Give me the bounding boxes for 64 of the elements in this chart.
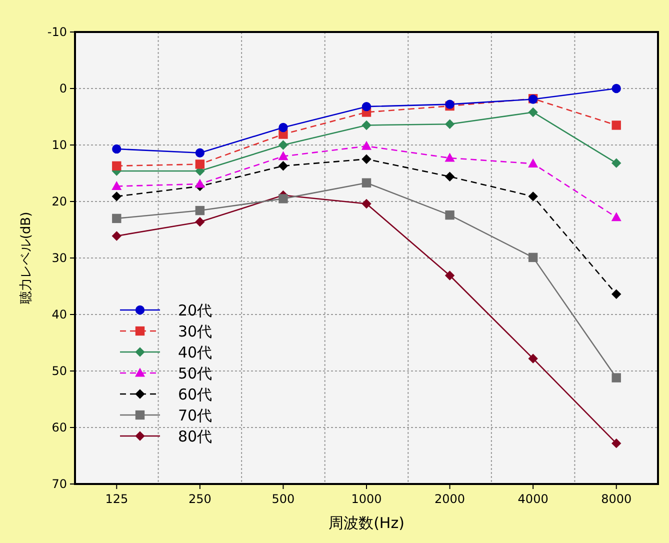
point — [278, 161, 288, 171]
x-tick-label: 1000 — [351, 492, 382, 506]
legend-label: 50代 — [178, 364, 212, 382]
y-axis-title: 聴力レベル(dB) — [19, 212, 34, 304]
point — [112, 182, 122, 190]
point — [445, 172, 454, 182]
legend-label: 40代 — [178, 343, 212, 362]
y-tick-label: 30 — [52, 251, 67, 266]
y-tick-label: 70 — [52, 477, 67, 492]
point — [195, 160, 205, 169]
point — [278, 122, 288, 132]
x-tick-label: 8000 — [601, 492, 632, 506]
point — [612, 290, 621, 299]
x-axis-title: 周波数(Hz) — [328, 514, 404, 532]
point — [612, 120, 621, 130]
point — [112, 192, 122, 202]
point — [195, 179, 205, 188]
point — [278, 140, 288, 150]
point — [362, 102, 372, 112]
point — [362, 120, 372, 130]
point — [445, 210, 454, 220]
y-tick-label: 50 — [52, 364, 67, 378]
y-tick-label: 60 — [52, 420, 67, 435]
point — [362, 199, 372, 208]
point — [362, 142, 372, 150]
point — [112, 161, 122, 171]
point — [112, 231, 122, 241]
point — [612, 438, 621, 448]
point — [528, 252, 538, 262]
point — [528, 108, 538, 117]
point — [278, 152, 288, 160]
y-tick-label: 40 — [52, 308, 67, 322]
y-tick-label: 20 — [52, 194, 67, 209]
x-tick-label: 4000 — [518, 492, 548, 506]
x-tick-label: 250 — [188, 492, 212, 506]
point — [612, 84, 621, 94]
legend-label: 70代 — [178, 406, 212, 424]
point — [112, 144, 122, 154]
point — [195, 148, 205, 158]
point — [278, 194, 288, 204]
point — [195, 206, 205, 216]
x-tick-label: 2000 — [434, 492, 466, 506]
point — [445, 119, 454, 129]
y-tick-label: 10 — [52, 138, 67, 152]
point — [362, 154, 372, 164]
point — [445, 270, 454, 280]
x-tick-label: 125 — [105, 492, 128, 506]
point — [445, 153, 454, 162]
legend-label: 60代 — [178, 385, 212, 404]
y-tick-label: 0 — [59, 82, 67, 96]
x-tick-label: 500 — [272, 492, 295, 506]
point — [528, 159, 538, 168]
point — [612, 212, 621, 222]
point — [195, 217, 205, 226]
legend-label: 20代 — [178, 301, 212, 320]
legend-label: 80代 — [178, 427, 212, 446]
point — [612, 373, 621, 382]
point — [528, 192, 538, 202]
legend-label: 30代 — [178, 322, 212, 340]
point — [612, 158, 621, 168]
point — [528, 354, 538, 364]
point — [362, 178, 372, 188]
point — [112, 214, 122, 224]
y-tick-label: -10 — [47, 25, 67, 40]
